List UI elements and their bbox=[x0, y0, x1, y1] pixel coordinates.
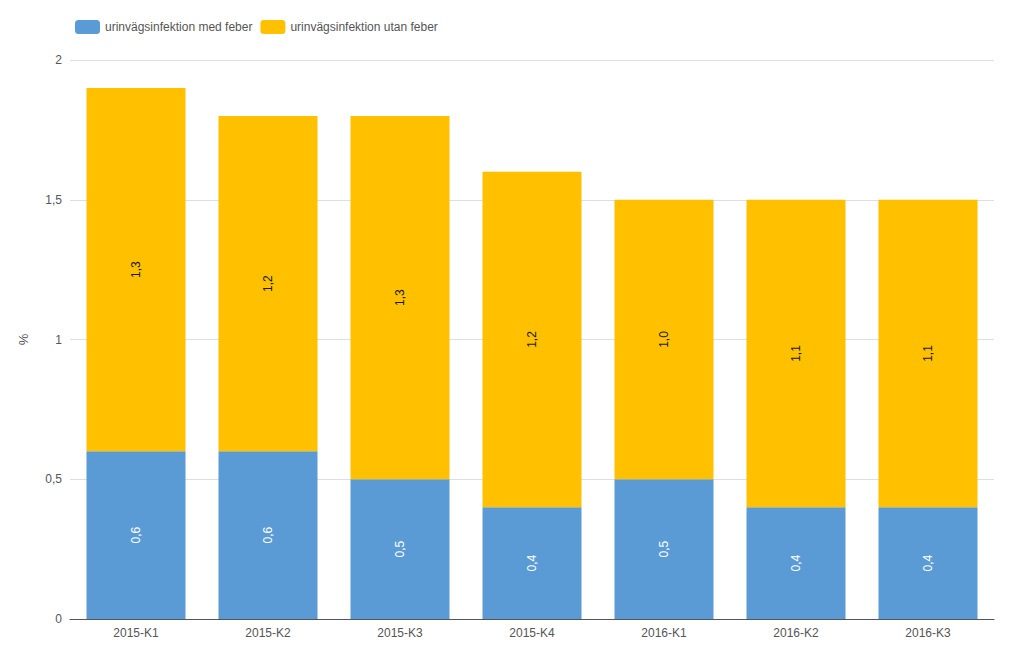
svg-text:1,2: 1,2 bbox=[525, 331, 539, 348]
svg-text:1,2: 1,2 bbox=[261, 275, 275, 292]
svg-text:1: 1 bbox=[55, 333, 62, 347]
svg-text:0,4: 0,4 bbox=[525, 554, 539, 571]
svg-text:0,5: 0,5 bbox=[393, 540, 407, 557]
svg-text:0,4: 0,4 bbox=[789, 554, 803, 571]
svg-text:0,5: 0,5 bbox=[657, 540, 671, 557]
svg-text:2: 2 bbox=[55, 53, 62, 67]
svg-text:1,3: 1,3 bbox=[129, 261, 143, 278]
svg-text:2016-K3: 2016-K3 bbox=[905, 626, 951, 640]
svg-text:2015-K3: 2015-K3 bbox=[377, 626, 423, 640]
svg-text:2016-K2: 2016-K2 bbox=[773, 626, 819, 640]
svg-text:%: % bbox=[16, 333, 31, 345]
svg-text:1,5: 1,5 bbox=[45, 193, 62, 207]
svg-text:1,1: 1,1 bbox=[921, 345, 935, 362]
svg-text:2016-K1: 2016-K1 bbox=[641, 626, 687, 640]
svg-text:0,5: 0,5 bbox=[45, 472, 62, 486]
svg-text:2015-K2: 2015-K2 bbox=[245, 626, 291, 640]
svg-text:2015-K1: 2015-K1 bbox=[113, 626, 159, 640]
svg-text:1,0: 1,0 bbox=[657, 331, 671, 348]
svg-text:1,1: 1,1 bbox=[789, 345, 803, 362]
svg-text:0,6: 0,6 bbox=[261, 526, 275, 543]
svg-text:urinvägsinfektion med feber: urinvägsinfektion med feber bbox=[105, 20, 252, 34]
svg-text:urinvägsinfektion utan feber: urinvägsinfektion utan feber bbox=[290, 20, 437, 34]
svg-text:2015-K4: 2015-K4 bbox=[509, 626, 555, 640]
svg-text:1,3: 1,3 bbox=[393, 289, 407, 306]
svg-text:0: 0 bbox=[55, 612, 62, 626]
svg-text:0,6: 0,6 bbox=[129, 526, 143, 543]
svg-text:0,4: 0,4 bbox=[921, 554, 935, 571]
